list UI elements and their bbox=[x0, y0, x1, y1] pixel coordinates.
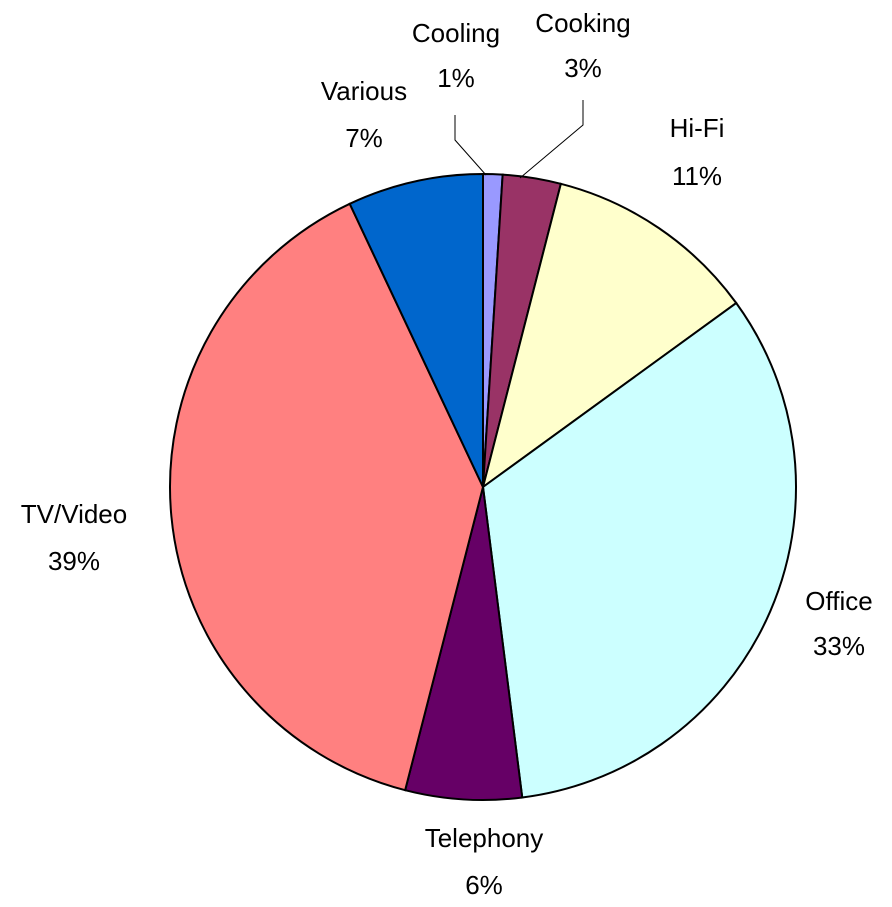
slice-label-name: TV/Video bbox=[21, 499, 127, 529]
pie-slice bbox=[481, 182, 738, 490]
leader-line bbox=[519, 100, 584, 179]
pie-slice bbox=[169, 202, 485, 792]
slice-label-name: Office bbox=[805, 586, 872, 616]
slice-label-value: 33% bbox=[813, 631, 865, 661]
slice-label-name: Cooling bbox=[412, 18, 500, 48]
slice-label-value: 1% bbox=[437, 63, 475, 93]
pie-slice bbox=[348, 172, 484, 488]
slice-label-value: 11% bbox=[672, 161, 722, 191]
slice-label-name: Telephony bbox=[425, 823, 544, 853]
pie-slice bbox=[403, 486, 524, 801]
slice-label-name: Hi-Fi bbox=[670, 113, 725, 143]
leader-lines bbox=[454, 100, 584, 179]
slice-label-value: 39% bbox=[48, 546, 100, 576]
pie-slice bbox=[481, 301, 797, 799]
slice-label-name: Cooking bbox=[535, 8, 630, 38]
slice-label-value: 7% bbox=[345, 123, 383, 153]
slice-label-name: Various bbox=[321, 76, 407, 106]
leader-line bbox=[454, 115, 487, 176]
slice-label-value: 3% bbox=[564, 53, 602, 83]
slice-label-value: 6% bbox=[465, 870, 503, 900]
